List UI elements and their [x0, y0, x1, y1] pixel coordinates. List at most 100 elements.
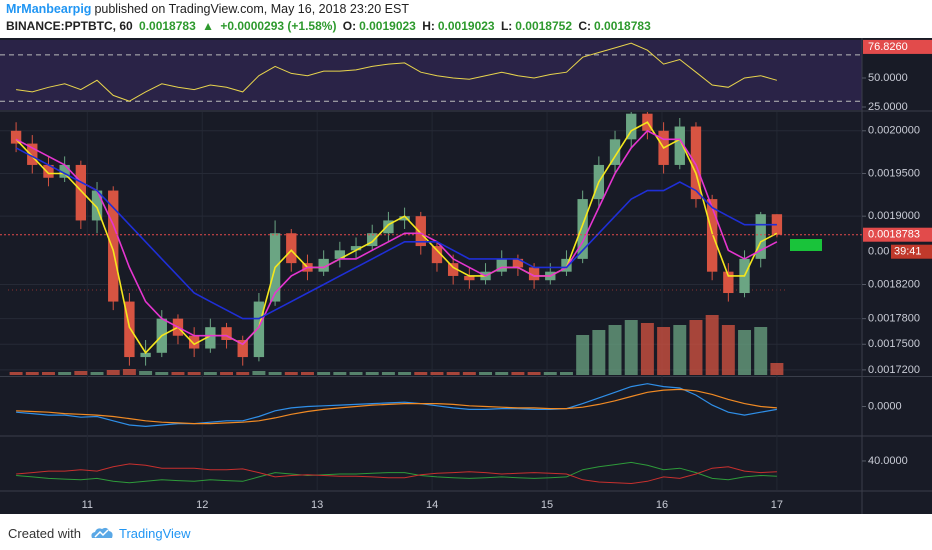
- y-tick-label: 0.0017500: [868, 338, 920, 350]
- candle-body: [75, 164, 87, 221]
- candle-body: [626, 113, 637, 140]
- volume-bar: [203, 372, 217, 375]
- author[interactable]: MrManbearpig: [6, 2, 92, 16]
- x-tick-label: 16: [656, 499, 668, 511]
- marker: [790, 239, 822, 251]
- candle-body: [464, 275, 475, 281]
- volume-bar: [74, 371, 88, 375]
- volume-bar: [673, 325, 687, 375]
- published: published on TradingView.com, May 16, 20…: [94, 2, 409, 16]
- y-tick-label: 0.0020000: [868, 125, 920, 137]
- candle-body: [43, 164, 54, 178]
- rsi-last-label: 76.8260: [868, 41, 908, 53]
- x-tick-label: 15: [541, 499, 553, 511]
- volume-bar: [365, 372, 379, 375]
- volume-bar: [236, 372, 250, 375]
- y-tick-label: 0.0017800: [868, 313, 920, 325]
- candle-body: [140, 352, 151, 358]
- moving-average: [15, 147, 777, 320]
- volume-bar: [106, 370, 120, 375]
- candle-body: [91, 190, 103, 221]
- volume-bar: [738, 330, 752, 375]
- candle-body: [447, 263, 459, 276]
- volume-bar: [41, 372, 55, 375]
- volume-bar: [25, 372, 39, 375]
- candle-body: [755, 214, 766, 259]
- volume-bar: [511, 372, 525, 375]
- change: +0.0000293 (+1.58%): [220, 19, 337, 33]
- candle-body: [108, 190, 119, 302]
- y-tick-label: 0.0018200: [868, 278, 920, 290]
- close: 0.0018783: [594, 19, 651, 33]
- x-tick-label: 13: [311, 499, 323, 511]
- x-tick-label: 11: [82, 499, 93, 511]
- macd-line: [16, 388, 777, 425]
- candle-body: [496, 258, 507, 272]
- candle-body: [577, 199, 588, 259]
- volume-bar: [543, 372, 557, 375]
- volume-bar: [527, 372, 541, 375]
- candle-body: [221, 327, 232, 340]
- volume-bar: [300, 372, 314, 375]
- y-tick-label: 0.0019500: [868, 167, 920, 179]
- candle-body: [286, 233, 297, 264]
- last-price: 0.0018783: [139, 19, 196, 33]
- label: C:: [578, 19, 592, 33]
- low: 0.0018752: [515, 19, 573, 33]
- rsi-tag: [863, 39, 932, 54]
- candle-body: [690, 126, 702, 200]
- arrow: ▲: [202, 19, 214, 33]
- dmi-line: [16, 463, 777, 485]
- volume-bar: [122, 369, 136, 375]
- symbol: BINANCE:PPTBTC, 60: [6, 19, 133, 33]
- volume-bar: [754, 327, 768, 375]
- created-with: Created with: [8, 525, 81, 541]
- volume-bar: [576, 335, 590, 375]
- volume-bar: [398, 372, 412, 375]
- label: O:: [342, 19, 357, 33]
- moving-average: [15, 121, 778, 355]
- volume-bar: [559, 372, 573, 375]
- volume-bar: [284, 372, 298, 375]
- volume-bar: [349, 372, 363, 375]
- countdown: 39:41: [894, 246, 922, 258]
- candle-body: [188, 335, 200, 349]
- rsi-background: [0, 40, 862, 110]
- candle-body: [431, 246, 443, 264]
- candle-body: [59, 164, 70, 178]
- volume-bar: [479, 372, 493, 375]
- volume-bar: [187, 372, 201, 375]
- label: L:: [500, 19, 513, 33]
- candle-body: [10, 130, 22, 144]
- volume-bar: [58, 372, 72, 375]
- volume-bar: [608, 325, 622, 375]
- dmi-line: [16, 461, 777, 484]
- candle-body: [723, 271, 734, 294]
- logo: [91, 527, 113, 538]
- footer: Created with TradingView: [8, 525, 191, 541]
- volume-bar: [721, 325, 735, 375]
- y-tick-label: 0.0000: [868, 400, 902, 412]
- rsi-line: [16, 42, 778, 102]
- volume-bar: [462, 372, 476, 375]
- symbol-line: BINANCE:PPTBTC, 60 0.0018783 ▲ +0.000029…: [6, 19, 654, 33]
- candle-body: [399, 216, 410, 221]
- countdown-tag: [891, 244, 932, 259]
- volume-bar: [220, 372, 234, 375]
- label: H:: [422, 19, 435, 33]
- candle-body: [350, 246, 362, 251]
- last-price-label: 0.0018783: [868, 229, 920, 241]
- volume-bar: [139, 371, 153, 375]
- x-tick-label: 17: [771, 499, 783, 511]
- candle-body: [318, 258, 329, 272]
- brand[interactable]: TradingView: [118, 525, 191, 541]
- volume-bar: [624, 320, 638, 375]
- candle-body: [383, 220, 394, 234]
- y-tick-label: 50.0000: [868, 72, 908, 84]
- candle-body: [771, 214, 783, 235]
- volume-bar: [252, 371, 266, 375]
- volume-bar: [495, 372, 509, 375]
- volume-bar: [9, 372, 23, 375]
- candle-body: [334, 250, 346, 259]
- volume-bar: [657, 327, 671, 375]
